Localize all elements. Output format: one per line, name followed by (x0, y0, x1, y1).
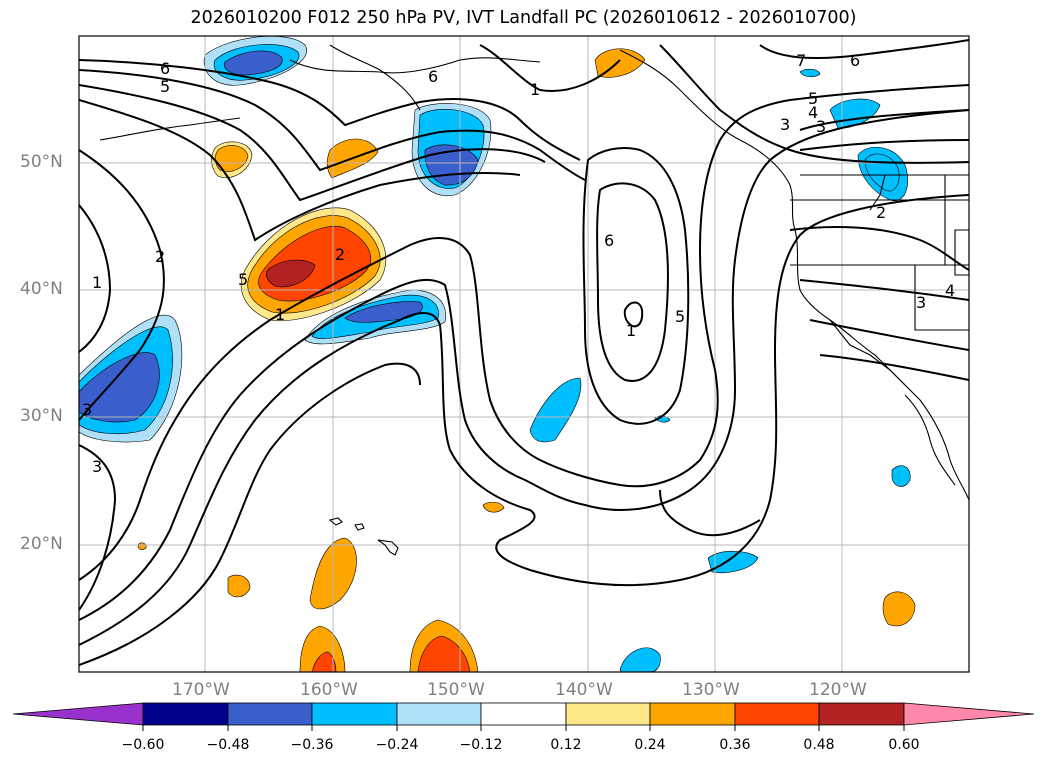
lon-label-130w: 130°W (682, 680, 740, 700)
contour-label: 7 (796, 51, 806, 70)
contour-label: 4 (808, 103, 818, 122)
lon-label-170w: 170°W (172, 680, 230, 700)
colorbar-bin (565, 702, 651, 726)
contour-label: 6 (604, 231, 614, 250)
lon-label-140w: 140°W (555, 680, 613, 700)
colorbar (12, 702, 1035, 731)
contour-label: 1 (92, 273, 102, 292)
colorbar-bin (142, 702, 229, 726)
colorbar-bin (480, 702, 567, 726)
contour-label: 3 (92, 457, 102, 476)
colorbar-tick-label: −0.36 (290, 737, 334, 753)
contour-label: 3 (916, 293, 926, 312)
colorbar-bin (818, 702, 905, 726)
colorbar-tick-label: −0.60 (121, 737, 165, 753)
colorbar-tick-label: 0.24 (634, 737, 666, 753)
colorbar-tick-label: 0.60 (888, 737, 920, 753)
contour-label: 5 (675, 307, 685, 326)
ivt-contours (79, 39, 969, 666)
lat-label-50n: 50°N (20, 152, 63, 172)
contour-label: 2 (335, 245, 345, 264)
lon-label-120w: 120°W (809, 680, 867, 700)
lon-label-160w: 160°W (300, 680, 358, 700)
coastlines (99, 44, 969, 556)
lat-label-40n: 40°N (20, 279, 63, 299)
plot-area: 6 5 1 7 6 5 4 3 6 2 1 2 5 1 6 5 1 3 3 2 … (79, 36, 969, 672)
contour-label: 1 (626, 321, 636, 340)
colorbar-bin (734, 702, 820, 726)
colorbar-bin (396, 702, 482, 726)
contour-label: 2 (876, 203, 886, 222)
contour-label: 3 (780, 115, 790, 134)
pv-positive-shading (137, 48, 916, 672)
contour-label: 1 (275, 305, 285, 324)
contour-labels: 6 5 1 7 6 5 4 3 6 2 1 2 5 1 6 5 1 3 3 2 … (82, 51, 955, 476)
contour-label: 6 (850, 51, 860, 70)
colorbar-tick-label: −0.48 (206, 737, 250, 753)
lat-label-30n: 30°N (20, 406, 63, 426)
contour-label: 3 (82, 400, 92, 419)
contour-label: 1 (530, 80, 540, 99)
contour-label: 6 (160, 59, 170, 78)
colorbar-tick-label: 0.48 (803, 737, 835, 753)
colorbar-bin (227, 702, 313, 726)
contour-label: 5 (238, 270, 248, 289)
plot-frame (78, 35, 970, 673)
colorbar-extend-high (903, 702, 1035, 726)
contour-label: 5 (160, 77, 170, 96)
colorbar-tick-label: 0.36 (719, 737, 751, 753)
colorbar-tick-label: 0.12 (550, 737, 582, 753)
contour-label: 4 (945, 281, 955, 300)
lat-label-20n: 20°N (20, 534, 63, 554)
map-title: 2026010200 F012 250 hPa PV, IVT Landfall… (190, 8, 857, 28)
colorbar-extend-low (12, 702, 144, 726)
colorbar-bin (649, 702, 736, 726)
contour-label: 3 (816, 117, 826, 136)
lon-label-150w: 150°W (427, 680, 485, 700)
contour-label: 2 (155, 247, 165, 266)
contour-label: 6 (428, 67, 438, 86)
colorbar-tick-label: −0.12 (459, 737, 503, 753)
colorbar-bin (311, 702, 398, 726)
contour-label: 5 (808, 89, 818, 108)
colorbar-tick-label: −0.24 (375, 737, 419, 753)
